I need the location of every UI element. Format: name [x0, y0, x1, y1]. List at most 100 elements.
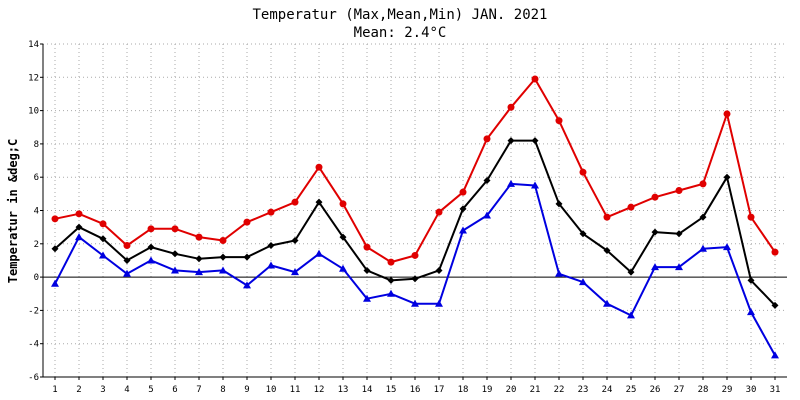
data-point-max: [99, 220, 107, 228]
data-point-min: [411, 299, 419, 307]
data-point-mean: [195, 255, 203, 263]
data-point-mean: [699, 213, 707, 221]
data-point-mean: [147, 243, 155, 251]
data-point-mean: [675, 230, 683, 238]
data-point-min: [483, 211, 491, 219]
x-tick-label: 20: [506, 385, 517, 395]
data-point-mean: [267, 241, 275, 249]
data-point-max: [315, 163, 323, 171]
y-tick-label: 0: [34, 273, 39, 283]
data-point-min: [387, 289, 395, 297]
x-tick-label: 16: [410, 385, 421, 395]
data-point-max: [651, 193, 659, 201]
data-point-mean: [483, 177, 491, 185]
x-tick-label: 7: [196, 385, 201, 395]
x-tick-label: 21: [530, 385, 541, 395]
x-tick-label: 15: [386, 385, 397, 395]
data-point-max: [483, 135, 491, 143]
data-point-min: [579, 278, 587, 286]
data-point-min: [75, 233, 83, 241]
x-tick-label: 29: [722, 385, 733, 395]
data-point-mean: [51, 245, 59, 253]
data-point-max: [75, 210, 83, 218]
x-tick-label: 26: [650, 385, 661, 395]
data-point-mean: [75, 223, 83, 231]
series-max: [51, 75, 779, 266]
data-point-max: [387, 258, 395, 266]
x-tick-label: 1: [52, 385, 57, 395]
x-tick-label: 10: [266, 385, 277, 395]
x-tick-label: 31: [770, 385, 781, 395]
data-point-mean: [627, 268, 635, 276]
x-tick-label: 25: [626, 385, 637, 395]
data-point-max: [123, 241, 131, 249]
series-layer: [51, 75, 779, 359]
data-point-max: [771, 248, 779, 256]
y-tick-label: 14: [28, 40, 39, 50]
data-point-max: [51, 215, 59, 223]
data-point-min: [507, 179, 515, 187]
data-point-min: [243, 281, 251, 289]
data-point-max: [747, 213, 755, 221]
data-point-max: [603, 213, 611, 221]
x-tick-label: 4: [124, 385, 129, 395]
y-tick-label: 8: [34, 140, 39, 150]
data-point-max: [459, 188, 467, 196]
data-point-min: [99, 251, 107, 259]
x-tick-label: 24: [602, 385, 613, 395]
data-point-max: [675, 187, 683, 195]
data-point-min: [771, 351, 779, 359]
data-point-max: [699, 180, 707, 188]
y-tick-label: 2: [34, 240, 39, 250]
data-point-min: [459, 226, 467, 234]
x-tick-label: 23: [578, 385, 589, 395]
data-point-min: [699, 244, 707, 252]
data-point-mean: [243, 253, 251, 261]
data-point-min: [747, 308, 755, 316]
data-point-mean: [99, 235, 107, 243]
data-point-min: [627, 311, 635, 319]
data-point-max: [147, 225, 155, 233]
data-point-min: [315, 249, 323, 257]
x-tick-label: 28: [698, 385, 709, 395]
data-point-max: [291, 198, 299, 206]
data-point-mean: [579, 230, 587, 238]
data-point-mean: [219, 253, 227, 261]
data-point-max: [435, 208, 443, 216]
data-point-max: [555, 117, 563, 125]
x-tick-label: 3: [100, 385, 105, 395]
data-point-min: [123, 269, 131, 277]
data-point-max: [267, 208, 275, 216]
data-point-min: [363, 294, 371, 302]
data-point-mean: [387, 276, 395, 284]
y-tick-label: 4: [34, 207, 39, 217]
x-tick-label: 9: [244, 385, 249, 395]
data-point-mean: [723, 173, 731, 181]
data-point-mean: [435, 266, 443, 274]
data-point-max: [507, 103, 515, 111]
data-point-max: [579, 168, 587, 176]
data-point-mean: [771, 301, 779, 309]
data-point-min: [339, 264, 347, 272]
data-point-mean: [363, 266, 371, 274]
x-tick-label: 19: [482, 385, 493, 395]
data-point-min: [723, 243, 731, 251]
data-point-max: [363, 243, 371, 251]
data-point-max: [243, 218, 251, 226]
data-point-min: [291, 268, 299, 276]
data-point-max: [627, 203, 635, 211]
x-tick-label: 13: [338, 385, 349, 395]
x-tick-label: 18: [458, 385, 469, 395]
data-point-min: [531, 181, 539, 189]
data-point-min: [171, 266, 179, 274]
data-point-mean: [507, 137, 515, 145]
x-tick-label: 14: [362, 385, 373, 395]
x-tick-label: 8: [220, 385, 225, 395]
x-tick-label: 22: [554, 385, 565, 395]
data-point-mean: [555, 200, 563, 208]
data-point-min: [219, 266, 227, 274]
data-point-max: [339, 200, 347, 208]
data-point-mean: [339, 233, 347, 241]
